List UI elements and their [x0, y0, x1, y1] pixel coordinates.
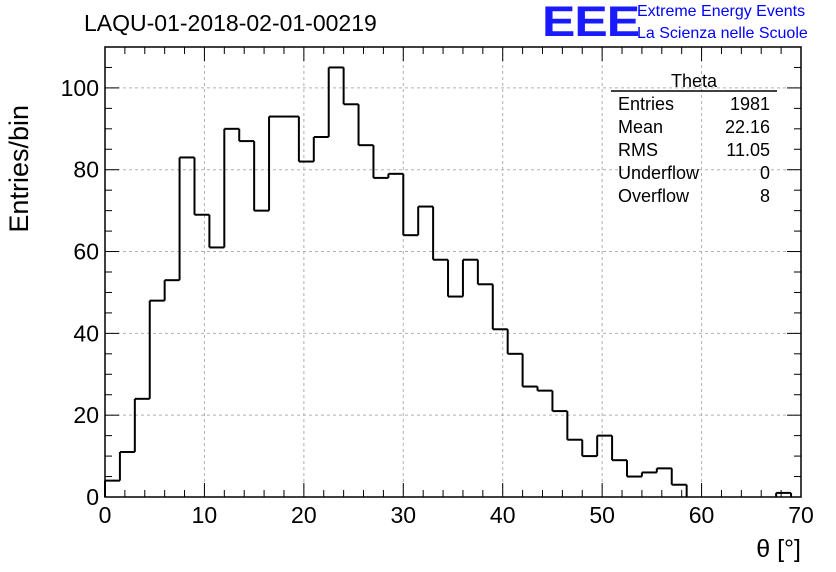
- y-tick-label: 80: [73, 157, 99, 183]
- stats-row-label: RMS: [618, 140, 658, 160]
- stats-row-value: 0: [760, 163, 770, 183]
- y-tick-label: 20: [73, 402, 99, 428]
- stats-box-name: Theta: [671, 71, 718, 91]
- y-tick-label: 40: [73, 320, 99, 346]
- stats-row-label: Overflow: [618, 186, 690, 206]
- stats-row-value: 1981: [730, 94, 770, 114]
- axis-ticks: [104, 46, 802, 498]
- x-axis-title: θ [°]: [756, 535, 801, 563]
- x-tick-label: 70: [788, 502, 814, 528]
- stats-row-label: Mean: [618, 117, 663, 137]
- stats-row-value: 22.16: [725, 117, 770, 137]
- y-tick-label: 0: [86, 484, 99, 510]
- x-tick-label: 60: [689, 502, 715, 528]
- x-tick-label: 30: [390, 502, 416, 528]
- x-tick-label: 40: [490, 502, 516, 528]
- chart-title: LAQU-01-2018-02-01-00219: [84, 10, 377, 36]
- x-tick-label: 20: [291, 502, 317, 528]
- plot-frame: [104, 46, 802, 498]
- eee-logo: EEE: [542, 0, 640, 46]
- logo-subtitle-1: Extreme Energy Events: [637, 3, 806, 20]
- histogram-series: [104, 66, 793, 497]
- stats-row-label: Underflow: [618, 163, 700, 183]
- x-tick-label: 0: [99, 502, 112, 528]
- stats-row-value: 11.05: [726, 140, 770, 160]
- grid: [105, 47, 801, 497]
- stats-row-label: Entries: [618, 94, 674, 114]
- x-tick-label: 10: [192, 502, 218, 528]
- stats-box: Theta Entries 1981 Mean 22.16 RMS 11.05 Underfl…: [611, 71, 777, 206]
- x-tick-label: 50: [589, 502, 615, 528]
- stats-row-value: 8: [760, 186, 770, 206]
- plot-frame-rect: [104, 46, 802, 498]
- y-tick-label: 100: [61, 75, 99, 101]
- y-tick-label: 60: [73, 239, 99, 265]
- logo-subtitle-2: La Scienza nelle Scuole: [637, 25, 808, 42]
